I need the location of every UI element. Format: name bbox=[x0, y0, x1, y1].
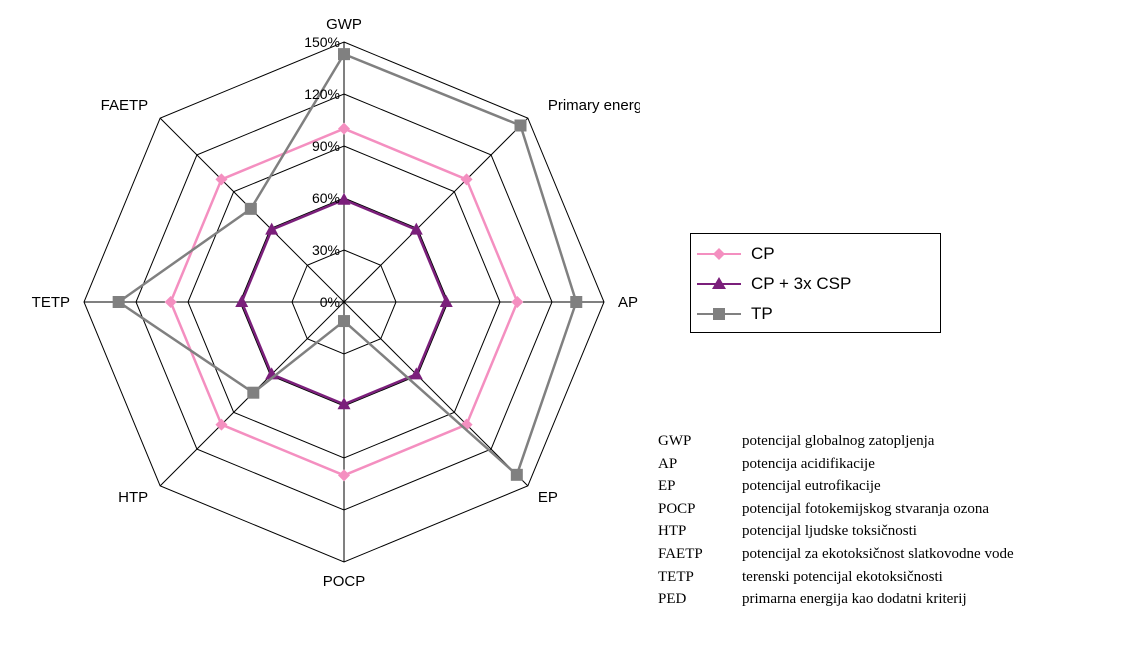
legend-item-tp: TP bbox=[691, 302, 773, 326]
axis-label-primary-energy-demand: Primary energy demand bbox=[548, 97, 640, 114]
glossary-abbr: EP bbox=[658, 478, 676, 495]
axis-label-ap: AP bbox=[618, 294, 638, 311]
data-point-tp-primary-energy-demand bbox=[514, 119, 527, 132]
tick-label-150: 150% bbox=[304, 34, 340, 50]
glossary-abbr: TETP bbox=[658, 568, 694, 585]
data-point-tp-htp bbox=[247, 386, 260, 399]
radar-labels: 0% 30% 60% 90% 120% 150%GWP Primary energy dem… bbox=[32, 16, 640, 590]
data-point-cp-3x-csp-faetp bbox=[265, 222, 279, 235]
data-point-cp-gwp bbox=[338, 122, 350, 135]
legend-label-cp: CP bbox=[751, 244, 775, 263]
data-point-tp-pocp bbox=[338, 315, 350, 328]
legend-marker-tp bbox=[697, 308, 741, 320]
data-point-tp-gwp bbox=[338, 48, 350, 61]
legend-marker-cp-3x-csp bbox=[697, 277, 741, 289]
axis-label-gwp: GWP bbox=[326, 16, 362, 33]
glossary-desc: potencijal ljudske toksičnosti bbox=[742, 523, 917, 540]
glossary-abbr: HTP bbox=[658, 523, 687, 540]
axis-label-tetp: TETP bbox=[32, 294, 70, 311]
glossary-desc: potencija acidifikacije bbox=[742, 455, 875, 472]
data-point-tp-ep bbox=[510, 468, 523, 481]
glossary-abbr: POCP bbox=[658, 500, 696, 517]
data-point-cp-3x-csp-tetp bbox=[235, 295, 249, 307]
spoke-ep bbox=[343, 301, 529, 487]
legend-item-cp: CP bbox=[691, 242, 775, 266]
glossary-abbr: GWP bbox=[658, 433, 692, 449]
axis-label-htp: HTP bbox=[118, 489, 148, 506]
tick-label-0: 0% bbox=[320, 294, 340, 310]
tick-label-120: 120% bbox=[304, 86, 340, 102]
axis-label-pocp: POCP bbox=[323, 573, 366, 590]
tick-label-30: 30% bbox=[312, 242, 340, 258]
data-point-cp-htp bbox=[215, 418, 228, 431]
data-point-cp-faetp bbox=[215, 173, 228, 186]
radar-chart: 0% 30% 60% 90% 120% 150%GWP Primary energy dem… bbox=[32, 16, 640, 590]
data-point-cp-3x-csp-ap bbox=[439, 295, 453, 307]
legend-item-cp-3x-csp: CP + 3x CSP bbox=[691, 272, 851, 296]
glossary-abbr: FAETP bbox=[658, 545, 703, 562]
glossary-abbr: AP bbox=[658, 455, 678, 472]
radar-series bbox=[112, 48, 583, 482]
glossary-desc: primarna energija kao dodatni kriterij bbox=[742, 591, 967, 608]
glossary-desc: potencijal fotokemijskog stvaranja ozona bbox=[742, 500, 990, 517]
data-point-cp-3x-csp-primary-energy-demand bbox=[409, 222, 423, 235]
glossary-desc: potencijal globalnog zatopljenja bbox=[742, 433, 935, 449]
axis-label-ep: EP bbox=[538, 489, 558, 506]
axis-label-faetp: FAETP bbox=[101, 97, 149, 114]
glossary-desc: potencijal eutrofikacije bbox=[742, 478, 881, 495]
data-point-cp-3x-csp-gwp bbox=[337, 192, 351, 205]
legend-marker-cp bbox=[697, 248, 741, 260]
chart-legend: CP CP + 3x CSP TP bbox=[690, 233, 941, 333]
data-point-tp-faetp bbox=[244, 202, 257, 215]
data-point-tp-ap bbox=[570, 296, 583, 308]
data-point-cp-ap bbox=[511, 296, 524, 308]
legend-label-cp-3x-csp: CP + 3x CSP bbox=[751, 274, 852, 293]
glossary-desc: terenski potencijal ekotoksičnosti bbox=[742, 568, 943, 585]
tick-label-90: 90% bbox=[312, 138, 340, 154]
tick-label-60: 60% bbox=[312, 190, 340, 206]
data-point-cp-tetp bbox=[164, 296, 177, 308]
data-point-cp-3x-csp-ep bbox=[409, 367, 423, 380]
data-point-cp-3x-csp-pocp bbox=[337, 397, 351, 410]
spoke-primary-energy-demand bbox=[343, 117, 529, 303]
data-point-tp-tetp bbox=[112, 296, 125, 308]
legend-label-tp: TP bbox=[751, 304, 773, 323]
data-point-cp-primary-energy-demand bbox=[460, 173, 473, 186]
data-point-cp-pocp bbox=[338, 469, 350, 482]
glossary-abbr: PED bbox=[658, 591, 687, 608]
glossary-desc: potencijal za ekotoksičnost slatkovodne … bbox=[742, 545, 1014, 562]
